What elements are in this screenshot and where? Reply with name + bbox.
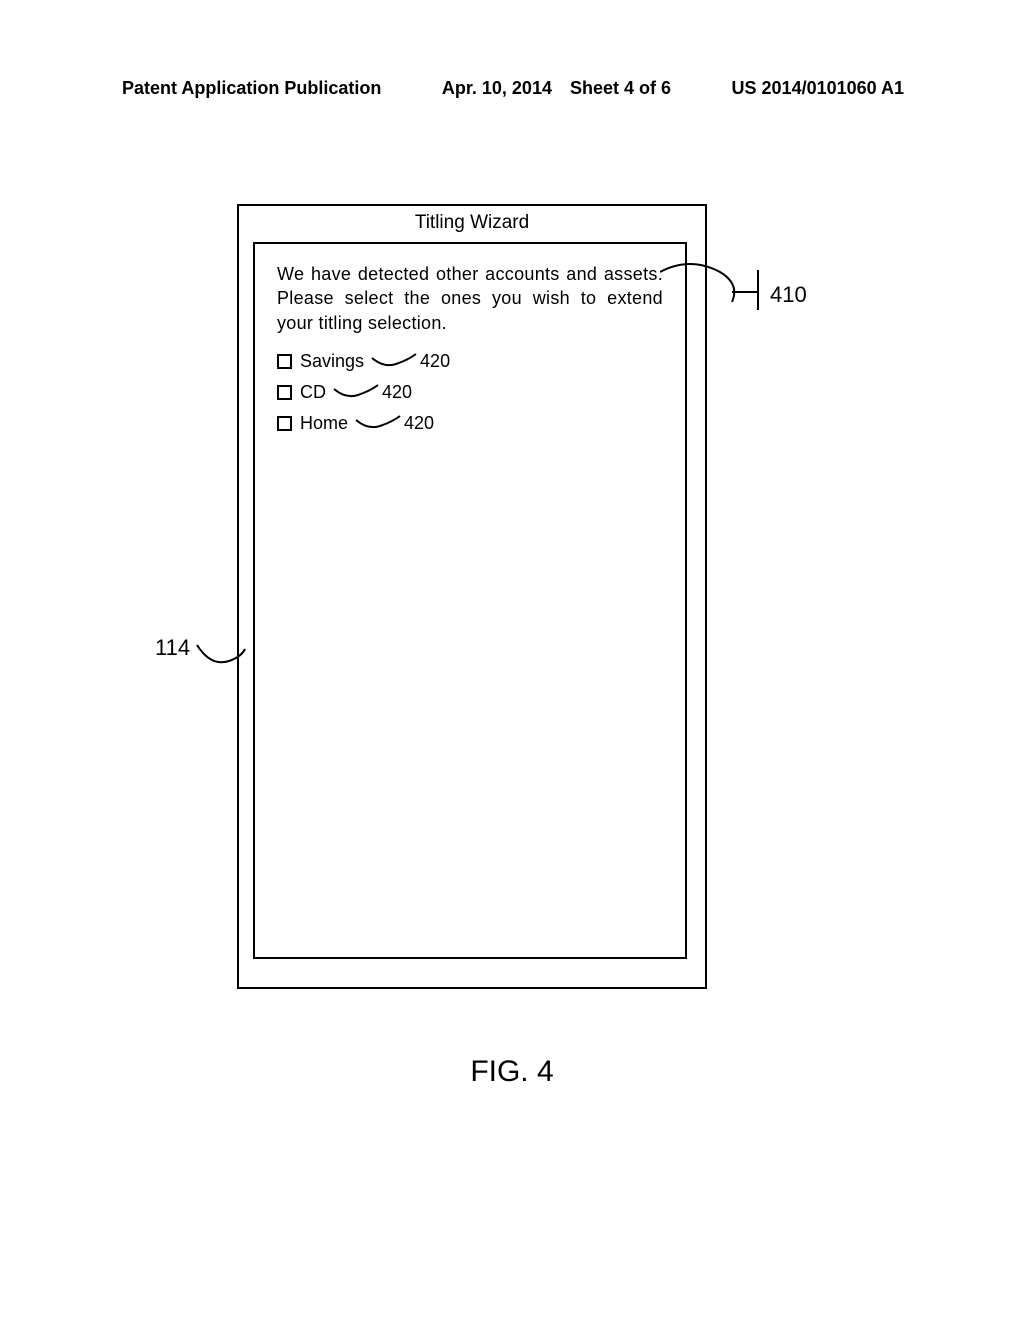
reference-numeral: 420 — [382, 382, 412, 403]
header-sheet: Sheet 4 of 6 — [570, 78, 671, 99]
leader-line-icon — [370, 352, 418, 370]
checkbox-icon[interactable] — [277, 416, 292, 431]
callout-right: 410 — [660, 252, 820, 322]
figure-label: FIG. 4 — [0, 1055, 1024, 1089]
header-center: Apr. 10, 2014 Sheet 4 of 6 — [442, 78, 671, 99]
page-header: Patent Application Publication Apr. 10, … — [0, 78, 1024, 99]
reference-numeral: 420 — [404, 413, 434, 434]
wizard-title: Titling Wizard — [239, 212, 705, 234]
checkbox-row-savings[interactable]: Savings 420 — [277, 351, 663, 372]
checkbox-row-home[interactable]: Home 420 — [277, 413, 663, 434]
checkbox-icon[interactable] — [277, 385, 292, 400]
callout-left: 114 — [155, 635, 245, 685]
header-pubnum: US 2014/0101060 A1 — [732, 78, 904, 99]
device-outer-frame: Titling Wizard We have detected other ac… — [237, 204, 707, 989]
checkbox-label: Home — [300, 413, 348, 434]
reference-numeral: 410 — [770, 282, 807, 308]
leader-line-icon — [332, 383, 380, 401]
leader-line-icon — [354, 414, 402, 432]
header-date: Apr. 10, 2014 — [442, 78, 552, 99]
callout-leader-icon — [660, 252, 780, 322]
wizard-panel: We have detected other accounts and asse… — [253, 242, 687, 959]
checkbox-label: Savings — [300, 351, 364, 372]
reference-numeral: 114 — [155, 635, 190, 661]
checkbox-row-cd[interactable]: CD 420 — [277, 382, 663, 403]
reference-numeral: 420 — [420, 351, 450, 372]
header-left: Patent Application Publication — [122, 78, 381, 99]
instruction-text: We have detected other accounts and asse… — [277, 262, 663, 335]
callout-leader-icon — [195, 643, 255, 673]
checkbox-label: CD — [300, 382, 326, 403]
checkbox-icon[interactable] — [277, 354, 292, 369]
